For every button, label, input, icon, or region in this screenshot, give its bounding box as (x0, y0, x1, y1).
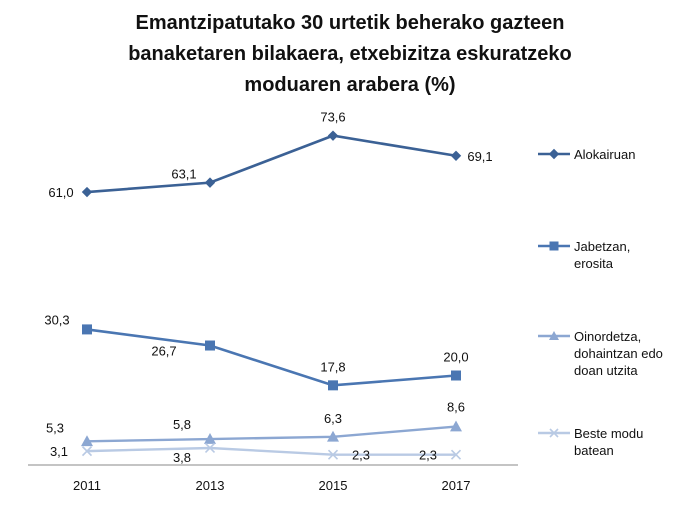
data-point-marker (204, 177, 216, 188)
legend-label: Jabetzan, erosita (574, 238, 700, 272)
data-point-marker (450, 449, 462, 460)
data-point-marker (450, 420, 462, 432)
series-line (86, 328, 457, 387)
data-point-marker (81, 446, 93, 457)
legend-label-line: dohaintzan edo (574, 346, 663, 361)
x-tick-label: 2017 (442, 478, 471, 493)
marker-stroke (549, 428, 559, 438)
data-label: 63,1 (171, 167, 196, 182)
legend-label-line: Jabetzan, (574, 239, 631, 254)
data-point-marker (327, 130, 339, 141)
data-label: 2,3 (419, 448, 437, 463)
x-tick-label: 2011 (73, 478, 101, 493)
legend-label-line: Oinordetza, (574, 329, 642, 344)
chart-title: Emantzipatutako 30 urtetik beherako gazt… (30, 8, 670, 101)
data-point-marker (205, 340, 215, 351)
data-point-marker (81, 186, 93, 198)
data-point-marker (549, 428, 559, 438)
legend-label: Beste modu batean (574, 425, 700, 459)
data-point-marker (328, 380, 338, 391)
legend-label: Oinordetza, dohaintzan edo doan utzita (574, 328, 700, 379)
data-label: 73,6 (320, 110, 345, 125)
legend-label-line: erosita (574, 256, 614, 271)
marker-stroke (204, 442, 216, 454)
data-label: 5,3 (46, 420, 64, 435)
data-label: 3,1 (50, 444, 68, 459)
marker-stroke (450, 449, 462, 460)
chart-title-line: moduaren arabera (%) (244, 74, 456, 96)
marker-stroke (327, 449, 339, 460)
data-label: 17,8 (320, 359, 345, 374)
data-point-marker (81, 435, 93, 447)
data-point-marker (549, 241, 559, 251)
legend-swatch-icon (538, 428, 570, 438)
data-label: 2,3 (352, 448, 370, 463)
data-label: 26,7 (151, 344, 176, 359)
chart-title-line: Emantzipatutako 30 urtetik beherako gazt… (135, 12, 565, 34)
x-tick-label: 2015 (319, 478, 348, 493)
data-point-marker (451, 370, 461, 381)
series-line (86, 425, 457, 443)
data-label: 69,1 (467, 149, 492, 164)
data-point-marker (450, 150, 462, 161)
marker-stroke (81, 446, 93, 457)
legend-label: Alokairuan (574, 146, 700, 163)
data-point-marker (549, 331, 559, 340)
data-label: 8,6 (447, 400, 465, 415)
legend-swatch-icon (538, 331, 570, 340)
legend-label-line: batean (574, 443, 614, 458)
data-point-marker (327, 430, 339, 442)
data-point-marker (204, 442, 216, 454)
series-line (86, 446, 456, 456)
data-label: 61,0 (48, 185, 73, 200)
data-label: 20,0 (443, 350, 468, 365)
data-label: 3,8 (173, 450, 191, 465)
chart-title-line: banaketaren bilakaera, etxebizitza eskur… (128, 43, 572, 65)
data-label: 6,3 (324, 411, 342, 426)
legend-swatch-icon (538, 241, 570, 251)
legend-label-line: doan utzita (574, 363, 638, 378)
legend-swatch-icon (538, 148, 570, 160)
data-point-marker (548, 148, 560, 160)
data-point-marker (82, 324, 92, 335)
legend-label-line: Beste modu (574, 426, 644, 441)
data-label: 30,3 (44, 312, 69, 327)
series-line (86, 134, 457, 194)
data-point-marker (327, 449, 339, 460)
data-point-marker (204, 433, 216, 444)
legend-label-line: Alokairuan (574, 147, 636, 162)
data-label: 5,8 (173, 417, 191, 432)
x-tick-label: 2013 (196, 478, 225, 493)
